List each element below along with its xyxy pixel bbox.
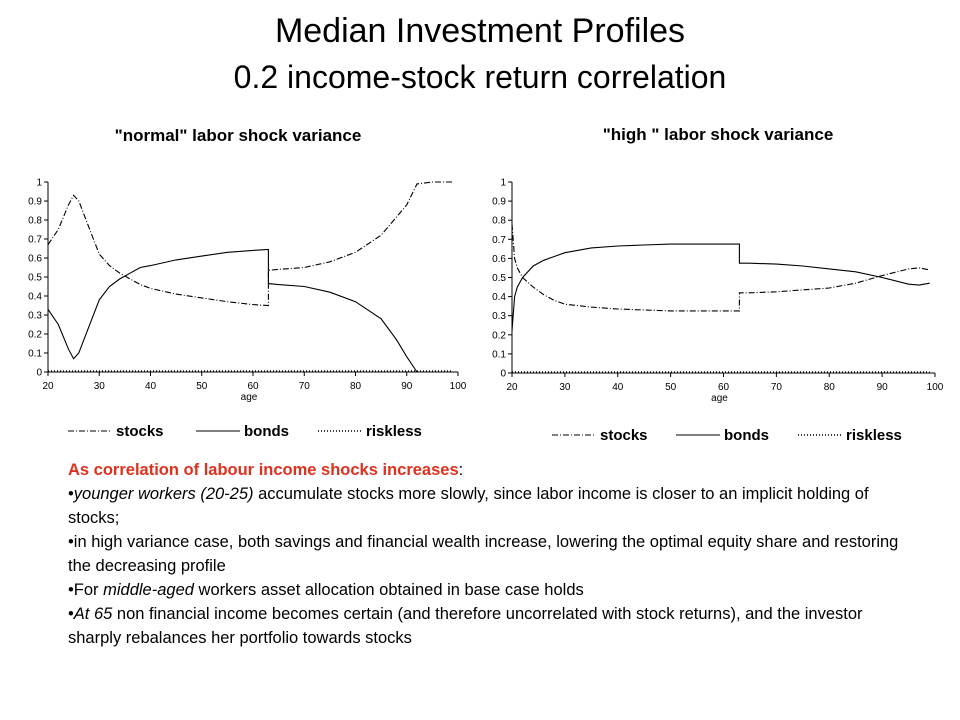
bullet-3-pre: For: [73, 581, 104, 599]
y-tick-label: 0.9: [28, 197, 42, 208]
x-tick-label: 70: [299, 381, 311, 392]
bullet-1-text: accumulate stocks more slowly, since lab…: [68, 485, 869, 527]
x-axis-label: age: [241, 392, 258, 403]
x-tick-label: 90: [877, 382, 889, 393]
x-tick-label: 50: [196, 381, 208, 392]
y-tick-label: 1: [36, 178, 42, 189]
x-tick-label: 40: [612, 382, 624, 393]
y-tick-label: 0.7: [492, 235, 506, 246]
bullet-2-text: in high variance case, both savings and …: [68, 533, 899, 575]
bullet-mark: •: [68, 581, 74, 599]
chart-title: "high " labor shock variance: [603, 125, 834, 144]
series-bonds-line: [47, 248, 418, 373]
x-tick-label: 50: [665, 382, 677, 393]
y-tick-label: 0.3: [28, 311, 42, 322]
legend-label-stocks: stocks: [600, 427, 648, 444]
x-tick-label: 100: [927, 382, 944, 393]
bullet-1-italic: younger workers (20-25): [73, 485, 254, 503]
x-tick-label: 40: [145, 381, 157, 392]
y-tick-label: 0.9: [492, 197, 506, 208]
x-tick-label: 60: [247, 381, 259, 392]
legend-label-bonds: bonds: [724, 427, 769, 444]
series-bonds-line: [511, 243, 930, 332]
x-tick-label: 80: [350, 381, 362, 392]
y-tick-label: 0.8: [492, 216, 506, 227]
page-subtitle: 0.2 income-stock return correlation: [233, 59, 727, 95]
legend-label-bonds: bonds: [244, 423, 289, 440]
notes-heading-colon: :: [458, 461, 464, 479]
notes-heading: As correlation of labour income shocks i…: [68, 458, 918, 482]
chart-high-variance: "high " labor shock variance 0 0.1 0.2 0.3 0.…: [492, 125, 944, 444]
bullet-3-italic: middle-aged: [103, 581, 194, 599]
chart-title: "normal" labor shock variance: [115, 126, 362, 145]
bullet-middle-aged: •For middle-aged workers asset allocatio…: [68, 578, 918, 602]
y-tick-label: 0.6: [28, 254, 42, 265]
x-tick-label: 100: [450, 381, 467, 392]
bullet-mark: •: [68, 533, 74, 551]
y-tick-label: 0.7: [28, 235, 42, 246]
y-tick-label: 0.4: [28, 292, 42, 303]
bullet-younger-workers: •younger workers (20-25) accumulate stoc…: [68, 482, 918, 530]
series-stocks-line: [47, 181, 453, 307]
bullet-3-text: workers asset allocation obtained in bas…: [193, 581, 584, 599]
x-axis-label: age: [711, 393, 728, 404]
chart-normal-variance: "normal" labor shock variance 0 0.1 0.2 0.3 0…: [28, 126, 467, 440]
legend-label-riskless: riskless: [366, 423, 422, 440]
y-tick-label: 0.1: [492, 349, 506, 360]
x-tick-label: 20: [506, 382, 518, 393]
legend-label-riskless: riskless: [846, 427, 902, 444]
y-tick-label: 0.4: [492, 292, 506, 303]
y-tick-label: 0.3: [492, 311, 506, 322]
y-tick-label: 0.5: [28, 273, 42, 284]
bullet-high-variance: •in high variance case, both savings and…: [68, 530, 918, 578]
page-title: Median Investment Profiles: [274, 12, 686, 50]
y-tick-label: 0.2: [492, 330, 506, 341]
x-tick-label: 90: [401, 381, 413, 392]
bullet-mark: •: [68, 605, 74, 623]
series-stocks-line: [511, 223, 930, 312]
x-tick-label: 30: [559, 382, 571, 393]
y-tick-label: 0.5: [492, 273, 506, 284]
y-tick-label: 0.8: [28, 216, 42, 227]
x-tick-label: 30: [94, 381, 106, 392]
bullet-mark: •: [68, 485, 74, 503]
bullet-at-65: •At 65 non financial income becomes cert…: [68, 602, 918, 650]
x-tick-label: 80: [824, 382, 836, 393]
bullet-4-italic: At 65: [73, 605, 113, 623]
legend-label-stocks: stocks: [116, 423, 164, 440]
y-tick-label: 0.2: [28, 330, 42, 341]
x-tick-label: 60: [718, 382, 730, 393]
y-tick-label: 0: [500, 369, 506, 380]
y-tick-label: 0: [36, 368, 42, 379]
notes: As correlation of labour income shocks i…: [68, 458, 918, 650]
bullet-4-text: non financial income becomes certain (an…: [68, 605, 863, 647]
y-tick-label: 0.6: [492, 254, 506, 265]
y-tick-label: 1: [500, 178, 506, 189]
y-tick-label: 0.1: [28, 349, 42, 360]
x-tick-label: 20: [42, 381, 54, 392]
notes-heading-text: As correlation of labour income shocks i…: [68, 461, 459, 479]
x-tick-label: 70: [771, 382, 783, 393]
